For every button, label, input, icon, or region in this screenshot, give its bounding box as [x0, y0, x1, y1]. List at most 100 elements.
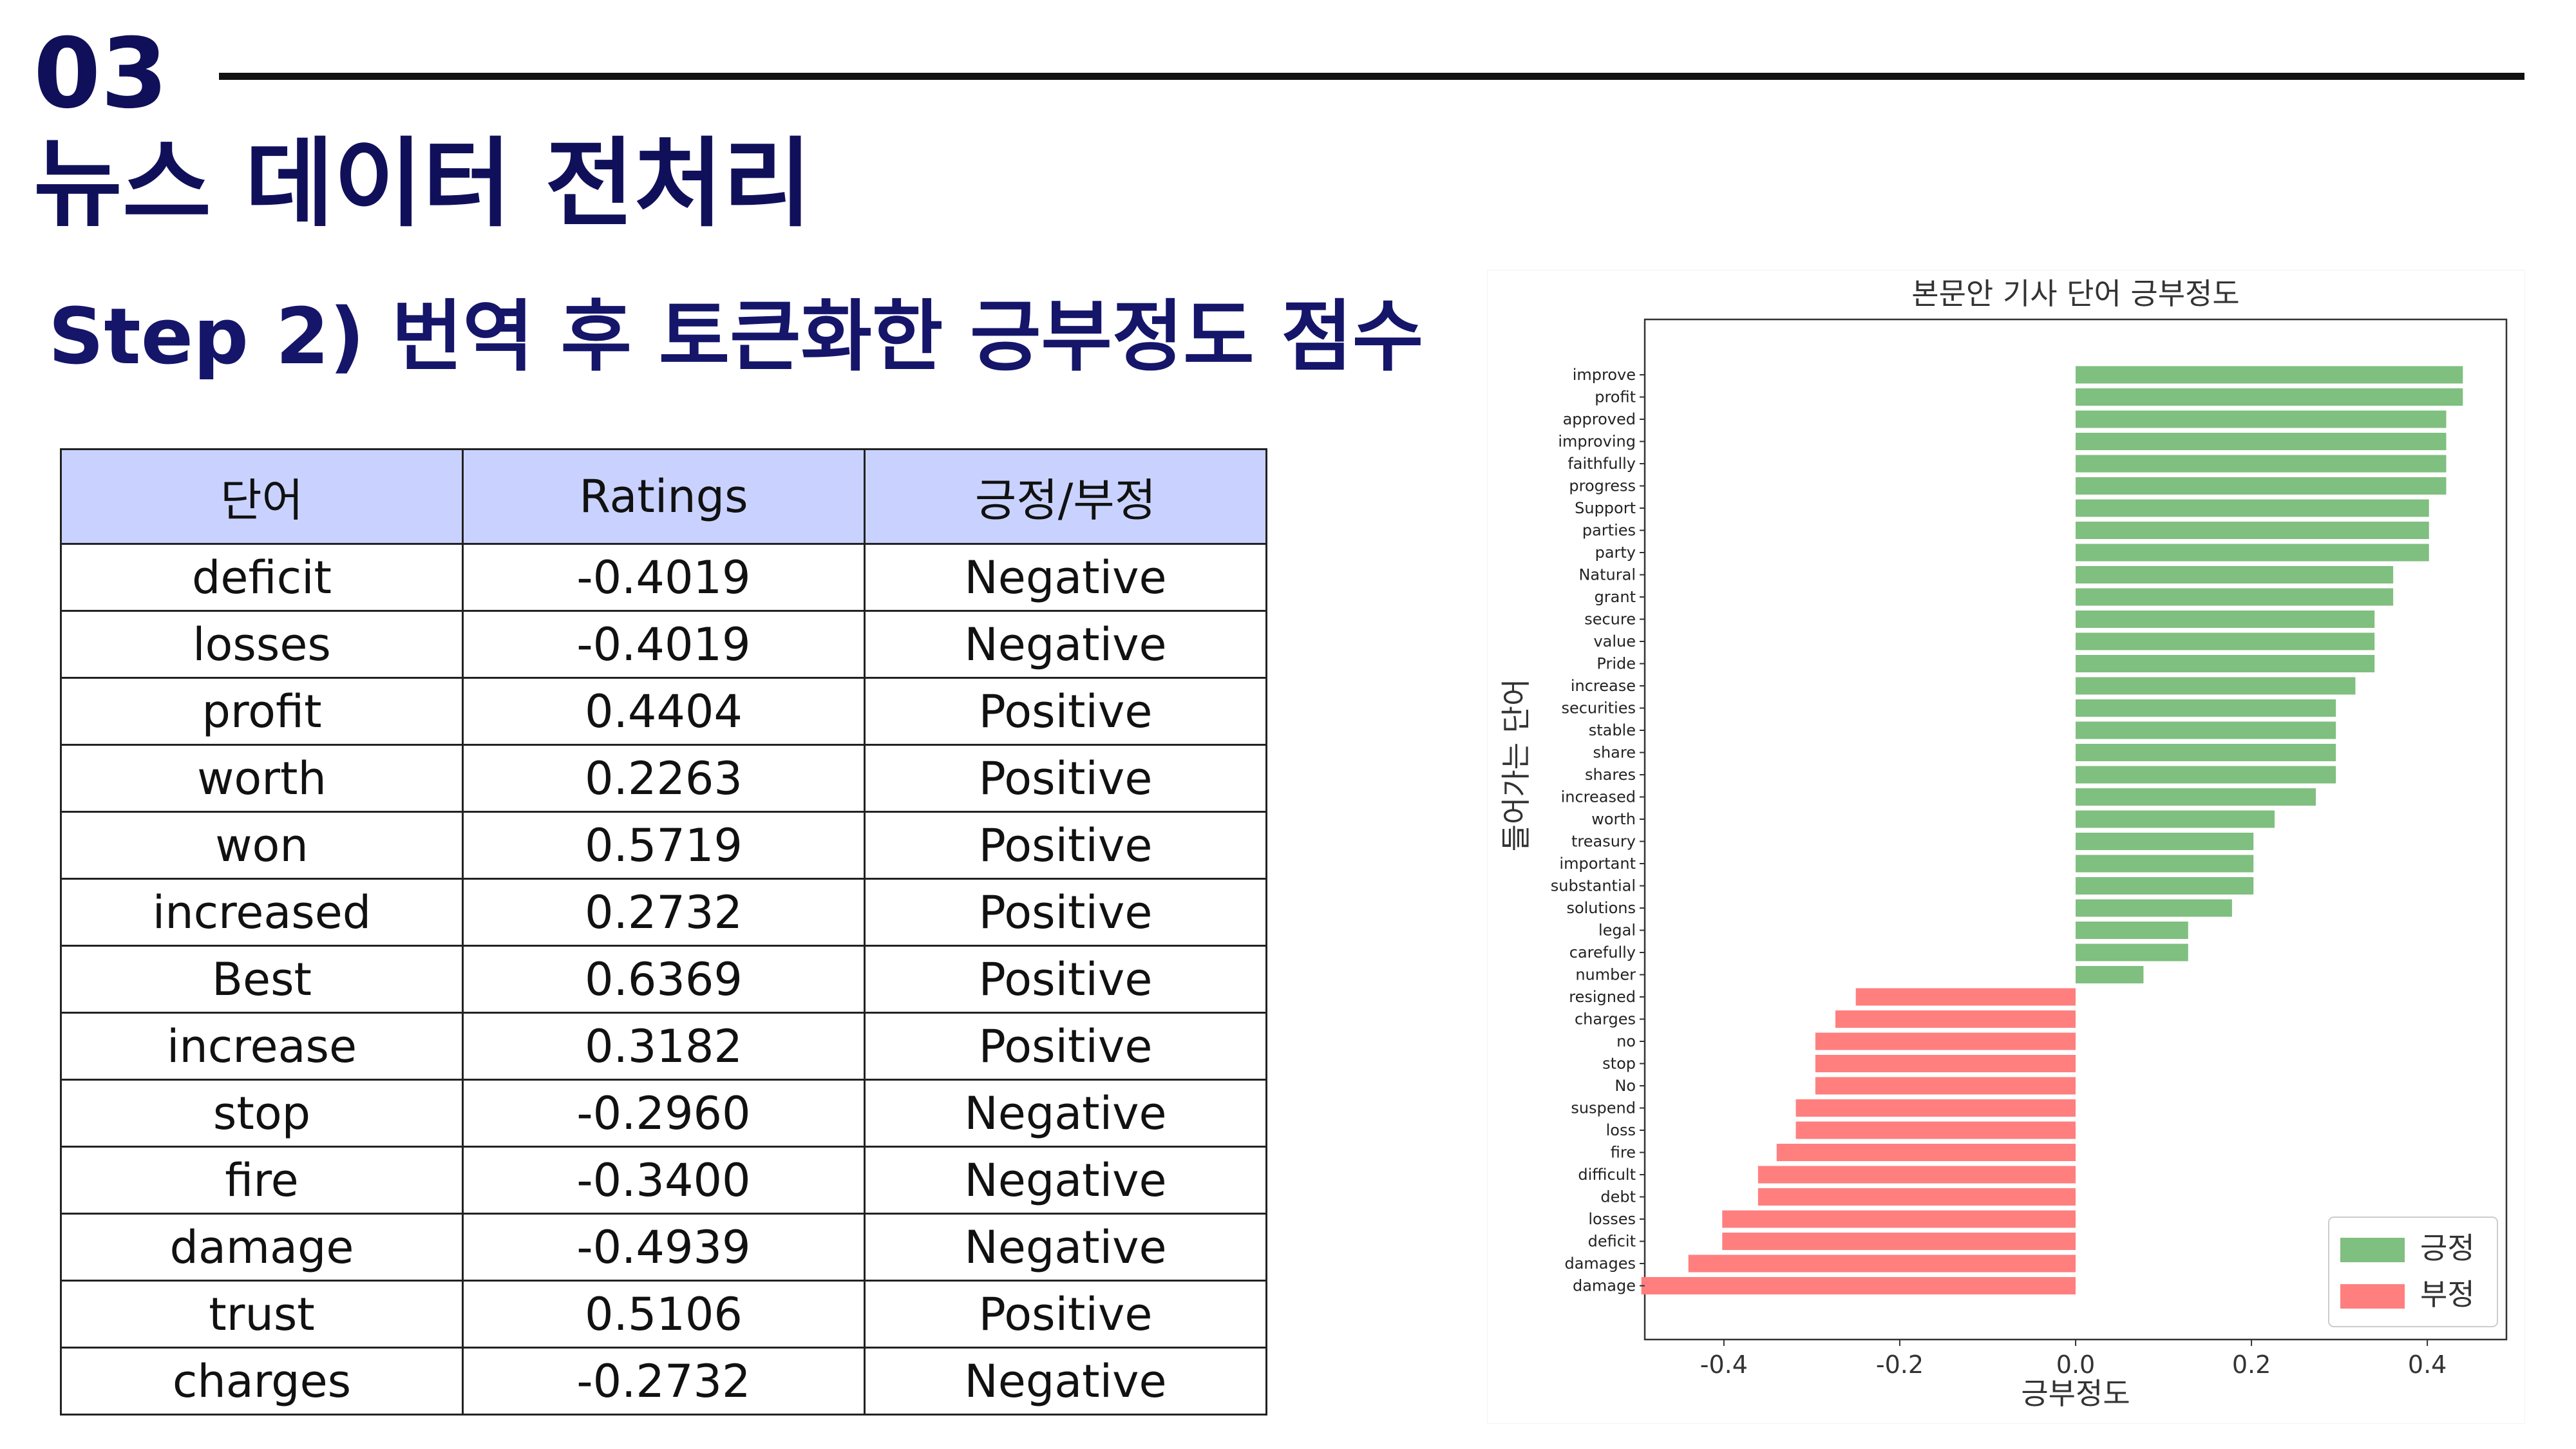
y-tick-label: approved	[1563, 410, 1636, 428]
word-cell: Best	[60, 945, 464, 1014]
bar	[2076, 455, 2447, 473]
word-cell: won	[60, 811, 464, 880]
y-tick-label: progress	[1569, 477, 1636, 495]
step-title: Step 2) 번역 후 토큰화한 긍부정도 점수	[48, 292, 1424, 382]
word-cell: losses	[60, 610, 464, 679]
y-tick-label: loss	[1606, 1121, 1636, 1139]
table-row: increase 0.3182 Positive	[60, 1012, 1267, 1081]
y-tick-label: parties	[1582, 522, 1636, 540]
polarity-cell: Positive	[864, 878, 1267, 947]
y-tick-label: fire	[1611, 1144, 1636, 1162]
rating-cell: 0.4404	[462, 677, 866, 746]
y-tick-label: Support	[1575, 499, 1636, 517]
y-tick-label: stop	[1602, 1055, 1636, 1073]
y-axis-label: 들어가는 단어	[1499, 679, 1533, 852]
y-tick-label: party	[1595, 544, 1636, 562]
bar	[2076, 943, 2188, 961]
rating-cell: 0.5106	[462, 1280, 866, 1349]
y-tick-label: increased	[1561, 788, 1636, 806]
chart-title: 본문안 기사 단어 긍부정도	[1911, 276, 2239, 311]
bar	[1815, 1055, 2076, 1072]
table-row: trust 0.5106 Positive	[60, 1280, 1267, 1349]
table-header-row: 단어 Ratings 긍정/부정	[60, 448, 1267, 545]
y-tick-label: shares	[1585, 766, 1636, 784]
legend-swatch	[2340, 1284, 2405, 1309]
y-tick-label: Pride	[1596, 655, 1636, 673]
bar	[1795, 1121, 2076, 1139]
bar	[2076, 744, 2336, 761]
x-tick-label: 0.4	[2408, 1350, 2447, 1379]
bar	[1722, 1210, 2076, 1228]
legend-label: 부정	[2420, 1277, 2475, 1312]
bar	[2076, 922, 2188, 939]
section-number: 03	[33, 18, 168, 130]
table-row: Best 0.6369 Positive	[60, 945, 1267, 1014]
word-cell: trust	[60, 1280, 464, 1349]
y-tick-label: treasury	[1571, 833, 1636, 851]
bar	[2076, 388, 2463, 406]
bar	[1776, 1144, 2076, 1161]
polarity-cell: Negative	[864, 1079, 1267, 1148]
bar	[2076, 899, 2232, 917]
polarity-cell: Negative	[864, 1347, 1267, 1416]
bar	[2076, 499, 2429, 517]
rating-cell: 0.2732	[462, 878, 866, 947]
sentiment-bar-chart: improve profit approved improving faithfully…	[1499, 276, 2508, 1411]
polarity-cell: Positive	[864, 744, 1267, 813]
x-axis-label: 긍부정도	[2021, 1376, 2130, 1411]
bar	[2076, 566, 2394, 583]
x-tick-label: 0.0	[2056, 1350, 2095, 1379]
bar	[2076, 410, 2447, 428]
bar	[2076, 788, 2316, 806]
polarity-cell: Negative	[864, 543, 1267, 612]
table-row: profit 0.4404 Positive	[60, 677, 1267, 746]
bar	[2076, 522, 2429, 539]
y-tick-label: legal	[1598, 922, 1636, 940]
bar	[1722, 1233, 2076, 1250]
sentiment-chart: improve profit approved improving faithfully…	[1488, 270, 2524, 1423]
y-tick-label: improving	[1558, 433, 1636, 451]
y-tick-label: stable	[1589, 721, 1636, 739]
rating-cell: -0.2732	[462, 1347, 866, 1416]
y-tick-label: losses	[1588, 1210, 1636, 1228]
polarity-cell: Positive	[864, 1280, 1267, 1349]
bar	[2076, 699, 2336, 717]
x-tick-label: 0.2	[2232, 1350, 2271, 1379]
y-tick-label: debt	[1600, 1188, 1636, 1206]
bar	[2076, 655, 2375, 672]
bar	[2076, 833, 2254, 850]
page-title: 뉴스 데이터 전처리	[33, 128, 812, 240]
y-tick-label: improve	[1573, 366, 1636, 384]
bar	[1688, 1255, 2076, 1273]
y-tick-label: no	[1616, 1032, 1636, 1050]
bar	[2076, 611, 2375, 628]
word-cell: profit	[60, 677, 464, 746]
column-header-word: 단어	[60, 448, 464, 545]
polarity-cell: Negative	[864, 1146, 1267, 1215]
polarity-cell: Positive	[864, 677, 1267, 746]
y-tick-label: increase	[1571, 677, 1636, 695]
y-tick-label: worth	[1591, 810, 1636, 828]
polarity-cell: Negative	[864, 1213, 1267, 1282]
polarity-cell: Positive	[864, 945, 1267, 1014]
rating-cell: 0.5719	[462, 811, 866, 880]
bar	[2076, 855, 2254, 873]
column-header-ratings: Ratings	[462, 448, 866, 545]
bar	[2076, 544, 2429, 562]
word-cell: increased	[60, 878, 464, 947]
column-header-polarity: 긍정/부정	[864, 448, 1267, 545]
y-tick-label: deficit	[1588, 1233, 1636, 1251]
bar	[2076, 677, 2356, 695]
bar	[2076, 810, 2275, 828]
y-tick-label: faithfully	[1567, 455, 1636, 473]
bar	[1757, 1166, 2076, 1184]
y-tick-label: profit	[1595, 388, 1636, 406]
table-row: increased 0.2732 Positive	[60, 878, 1267, 947]
bar	[1855, 988, 2076, 1006]
bar	[1641, 1277, 2076, 1294]
rating-cell: -0.4019	[462, 543, 866, 612]
y-tick-label: No	[1615, 1077, 1636, 1095]
bar	[2076, 966, 2144, 983]
y-tick-label: secure	[1584, 611, 1636, 629]
polarity-cell: Positive	[864, 1012, 1267, 1081]
